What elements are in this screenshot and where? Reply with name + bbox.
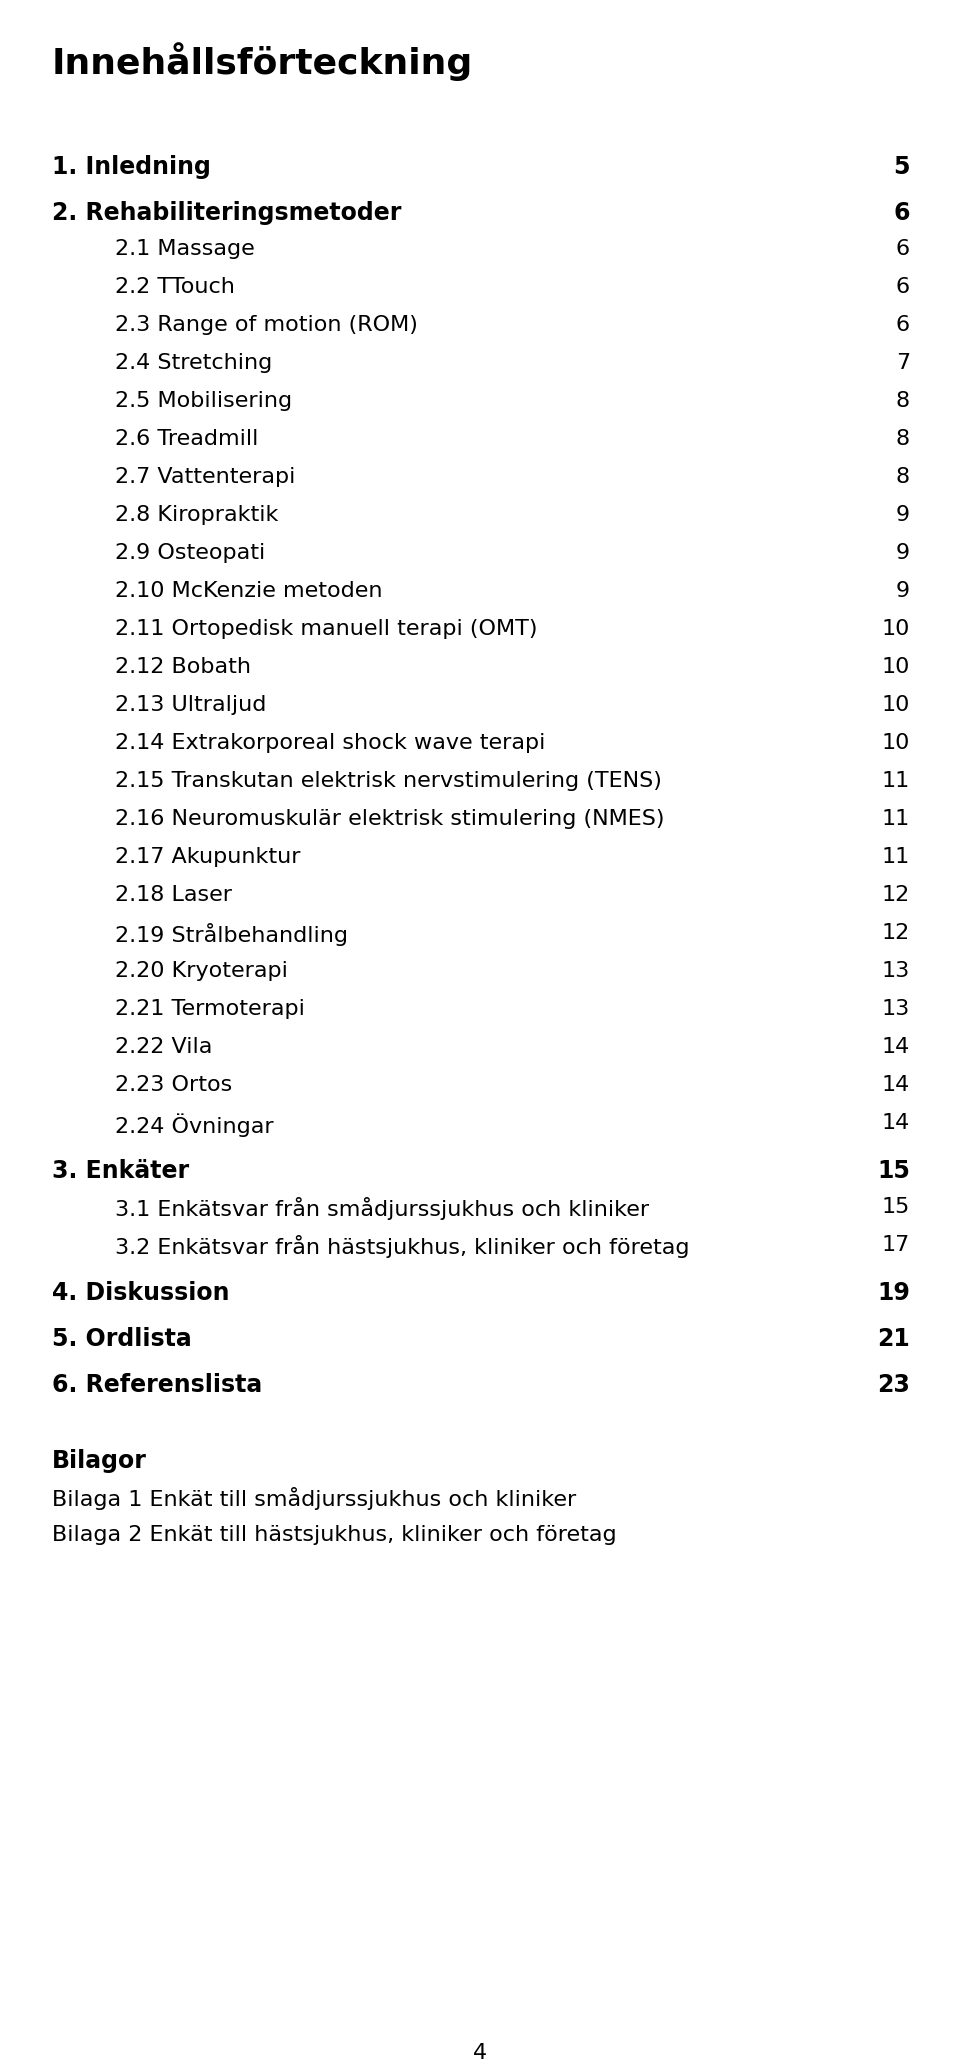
Text: 14: 14	[881, 1038, 910, 1056]
Text: 10: 10	[881, 733, 910, 754]
Text: 10: 10	[881, 619, 910, 640]
Text: 4: 4	[473, 2042, 487, 2063]
Text: 5: 5	[894, 155, 910, 178]
Text: 19: 19	[877, 1282, 910, 1305]
Text: 2.9 Osteopati: 2.9 Osteopati	[115, 543, 265, 563]
Text: 6. Referenslista: 6. Referenslista	[52, 1373, 262, 1398]
Text: Bilaga 1 Enkät till smådjurssjukhus och kliniker: Bilaga 1 Enkät till smådjurssjukhus och …	[52, 1487, 576, 1510]
Text: Innehållsförteckning: Innehållsförteckning	[52, 41, 473, 81]
Text: 14: 14	[881, 1112, 910, 1133]
Text: 2.1 Massage: 2.1 Massage	[115, 238, 254, 259]
Text: 12: 12	[881, 884, 910, 905]
Text: 2.13 Ultraljud: 2.13 Ultraljud	[115, 696, 266, 714]
Text: 8: 8	[896, 391, 910, 410]
Text: 2.10 McKenzie metoden: 2.10 McKenzie metoden	[115, 582, 382, 601]
Text: 2.8 Kiropraktik: 2.8 Kiropraktik	[115, 505, 278, 526]
Text: 6: 6	[896, 315, 910, 336]
Text: 2.7 Vattenterapi: 2.7 Vattenterapi	[115, 466, 296, 487]
Text: 15: 15	[877, 1160, 910, 1183]
Text: 17: 17	[881, 1234, 910, 1255]
Text: 12: 12	[881, 924, 910, 942]
Text: 2.21 Termoterapi: 2.21 Termoterapi	[115, 998, 305, 1019]
Text: 3.1 Enkätsvar från smådjurssjukhus och kliniker: 3.1 Enkätsvar från smådjurssjukhus och k…	[115, 1197, 649, 1220]
Text: 5. Ordlista: 5. Ordlista	[52, 1328, 192, 1350]
Text: 10: 10	[881, 657, 910, 677]
Text: 9: 9	[896, 582, 910, 601]
Text: 8: 8	[896, 429, 910, 449]
Text: 2.22 Vila: 2.22 Vila	[115, 1038, 212, 1056]
Text: 2.4 Stretching: 2.4 Stretching	[115, 352, 273, 373]
Text: 2. Rehabiliteringsmetoder: 2. Rehabiliteringsmetoder	[52, 201, 401, 226]
Text: 4. Diskussion: 4. Diskussion	[52, 1282, 229, 1305]
Text: 11: 11	[881, 847, 910, 868]
Text: 11: 11	[881, 810, 910, 828]
Text: 8: 8	[896, 466, 910, 487]
Text: 10: 10	[881, 696, 910, 714]
Text: 21: 21	[877, 1328, 910, 1350]
Text: 2.6 Treadmill: 2.6 Treadmill	[115, 429, 258, 449]
Text: 9: 9	[896, 505, 910, 526]
Text: 11: 11	[881, 770, 910, 791]
Text: 2.20 Kryoterapi: 2.20 Kryoterapi	[115, 961, 288, 982]
Text: 23: 23	[877, 1373, 910, 1398]
Text: 2.12 Bobath: 2.12 Bobath	[115, 657, 251, 677]
Text: 1. Inledning: 1. Inledning	[52, 155, 211, 178]
Text: 14: 14	[881, 1075, 910, 1096]
Text: Bilaga 2 Enkät till hästsjukhus, kliniker och företag: Bilaga 2 Enkät till hästsjukhus, klinike…	[52, 1524, 616, 1545]
Text: Bilagor: Bilagor	[52, 1450, 147, 1472]
Text: 2.17 Akupunktur: 2.17 Akupunktur	[115, 847, 300, 868]
Text: 9: 9	[896, 543, 910, 563]
Text: 13: 13	[881, 998, 910, 1019]
Text: 2.2 TTouch: 2.2 TTouch	[115, 278, 235, 296]
Text: 2.11 Ortopedisk manuell terapi (OMT): 2.11 Ortopedisk manuell terapi (OMT)	[115, 619, 538, 640]
Text: 7: 7	[896, 352, 910, 373]
Text: 15: 15	[881, 1197, 910, 1218]
Text: 2.19 Strålbehandling: 2.19 Strålbehandling	[115, 924, 348, 946]
Text: 2.23 Ortos: 2.23 Ortos	[115, 1075, 232, 1096]
Text: 2.3 Range of motion (ROM): 2.3 Range of motion (ROM)	[115, 315, 418, 336]
Text: 6: 6	[896, 238, 910, 259]
Text: 3. Enkäter: 3. Enkäter	[52, 1160, 189, 1183]
Text: 6: 6	[896, 278, 910, 296]
Text: 3.2 Enkätsvar från hästsjukhus, kliniker och företag: 3.2 Enkätsvar från hästsjukhus, kliniker…	[115, 1234, 689, 1257]
Text: 2.5 Mobilisering: 2.5 Mobilisering	[115, 391, 292, 410]
Text: 2.16 Neuromuskulär elektrisk stimulering (NMES): 2.16 Neuromuskulär elektrisk stimulering…	[115, 810, 664, 828]
Text: 13: 13	[881, 961, 910, 982]
Text: 2.24 Övningar: 2.24 Övningar	[115, 1112, 274, 1137]
Text: 2.14 Extrakorporeal shock wave terapi: 2.14 Extrakorporeal shock wave terapi	[115, 733, 545, 754]
Text: 2.18 Laser: 2.18 Laser	[115, 884, 232, 905]
Text: 2.15 Transkutan elektrisk nervstimulering (TENS): 2.15 Transkutan elektrisk nervstimulerin…	[115, 770, 661, 791]
Text: 6: 6	[894, 201, 910, 226]
